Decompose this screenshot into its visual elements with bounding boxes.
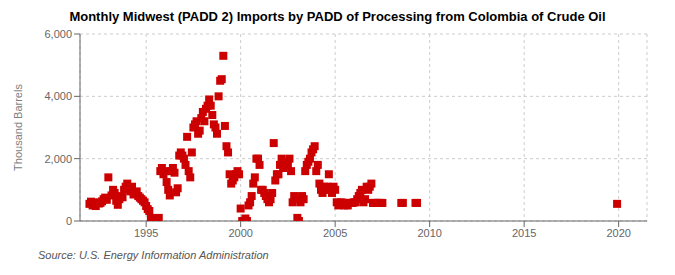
svg-text:2010: 2010 <box>417 227 441 239</box>
svg-text:2000: 2000 <box>228 227 252 239</box>
svg-text:4,000: 4,000 <box>44 90 72 102</box>
svg-text:6,000: 6,000 <box>44 28 72 40</box>
svg-text:0: 0 <box>66 215 72 227</box>
svg-text:1995: 1995 <box>134 227 158 239</box>
svg-text:2015: 2015 <box>512 227 536 239</box>
svg-text:2,000: 2,000 <box>44 153 72 165</box>
html-text:Monthly Midwest (PADD 2) Impor: Monthly Midwest (PADD 2) Imports by PADD… <box>69 9 606 24</box>
svg-text:2020: 2020 <box>606 227 630 239</box>
html-text:Source: U.S. Energy Informatio: Source: U.S. Energy Information Administ… <box>38 249 269 261</box>
svg-text:Thousand Barrels: Thousand Barrels <box>12 84 24 171</box>
svg-text:2005: 2005 <box>323 227 347 239</box>
